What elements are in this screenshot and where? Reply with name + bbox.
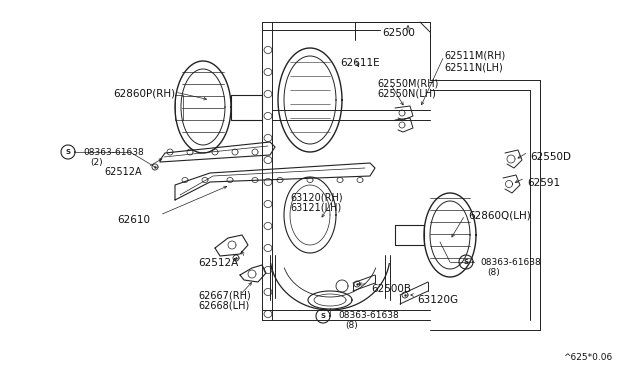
Text: 08363-61638: 08363-61638: [338, 311, 399, 320]
Text: 62667(RH): 62667(RH): [198, 290, 251, 300]
Text: 62511N(LH): 62511N(LH): [444, 62, 503, 72]
Text: (2): (2): [90, 158, 102, 167]
Text: 62860Q(LH): 62860Q(LH): [468, 210, 531, 220]
Text: S: S: [321, 313, 326, 319]
Text: 62668(LH): 62668(LH): [198, 301, 249, 311]
Text: 62500: 62500: [382, 28, 415, 38]
Text: 62860P(RH): 62860P(RH): [113, 88, 175, 98]
Text: 63120G: 63120G: [417, 295, 458, 305]
Text: 63120(RH): 63120(RH): [290, 192, 342, 202]
Text: 62611E: 62611E: [340, 58, 380, 68]
Text: ^625*0.06: ^625*0.06: [563, 353, 612, 362]
Text: S: S: [463, 259, 468, 265]
Text: 63121(LH): 63121(LH): [290, 203, 341, 213]
Text: 62550N(LH): 62550N(LH): [377, 89, 436, 99]
Text: 08363-61638: 08363-61638: [83, 148, 144, 157]
Text: 62550M(RH): 62550M(RH): [377, 78, 438, 88]
Text: 62591: 62591: [527, 178, 560, 188]
Text: (8): (8): [345, 321, 358, 330]
Text: 62511M(RH): 62511M(RH): [444, 50, 505, 60]
Text: 08363-61638: 08363-61638: [480, 258, 541, 267]
Text: 62512A: 62512A: [198, 258, 238, 268]
Text: S: S: [65, 149, 70, 155]
Text: 62500B: 62500B: [371, 284, 411, 294]
Text: 62512A: 62512A: [104, 167, 141, 177]
Text: (8): (8): [487, 268, 500, 277]
Text: 62610: 62610: [117, 215, 150, 225]
Text: 62550D: 62550D: [530, 152, 571, 162]
